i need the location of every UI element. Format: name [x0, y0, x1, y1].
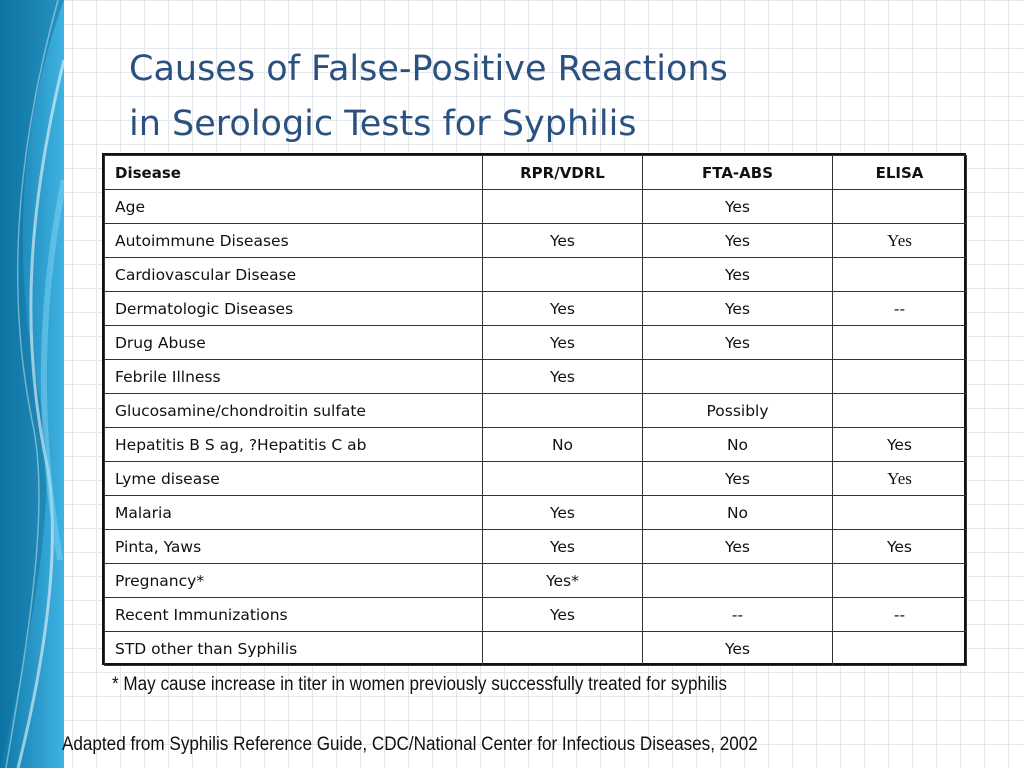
title-line-1: Causes of False-Positive Reactions — [129, 49, 728, 89]
results-table-container: Disease RPR/VDRL FTA-ABS ELISA Age Yes A… — [102, 153, 967, 666]
source-citation: Adapted from Syphilis Reference Guide, C… — [62, 734, 758, 755]
disease-cell: Malaria — [104, 495, 483, 530]
disease-cell: Glucosamine/chondroitin sulfate — [104, 393, 483, 428]
table-row: Pinta, Yaws Yes Yes Yes — [104, 529, 967, 564]
elisa-cell — [832, 563, 967, 598]
fta-abs-cell: Yes — [642, 189, 833, 224]
table-row: Drug Abuse Yes Yes — [104, 325, 967, 360]
rpr-vdrl-cell — [482, 631, 643, 666]
rpr-vdrl-cell — [482, 257, 643, 292]
elisa-cell: Yes — [832, 461, 967, 496]
false-positive-table: Disease RPR/VDRL FTA-ABS ELISA Age Yes A… — [104, 155, 967, 666]
header-elisa: ELISA — [832, 155, 967, 190]
table-row: STD other than Syphilis Yes — [104, 631, 967, 666]
table-row: Malaria Yes No — [104, 495, 967, 530]
table-row: Age Yes — [104, 189, 967, 224]
elisa-cell: -- — [832, 291, 967, 326]
disease-cell: Cardiovascular Disease — [104, 257, 483, 292]
disease-cell: Autoimmune Diseases — [104, 223, 483, 258]
disease-cell: Febrile Illness — [104, 359, 483, 394]
fta-abs-cell: Yes — [642, 461, 833, 496]
elisa-cell — [832, 257, 967, 292]
fta-abs-cell: Yes — [642, 257, 833, 292]
rpr-vdrl-cell: Yes — [482, 325, 643, 360]
table-row: Pregnancy* Yes* — [104, 563, 967, 598]
disease-cell: Age — [104, 189, 483, 224]
fta-abs-cell: Yes — [642, 291, 833, 326]
rpr-vdrl-cell — [482, 461, 643, 496]
table-row: Lyme disease Yes Yes — [104, 461, 967, 496]
fta-abs-cell: -- — [642, 597, 833, 632]
rpr-vdrl-cell — [482, 393, 643, 428]
elisa-cell — [832, 393, 967, 428]
slide-title: Causes of False-Positive Reactions in Se… — [129, 42, 929, 152]
header-rpr-vdrl: RPR/VDRL — [482, 155, 643, 190]
disease-cell: Pregnancy* — [104, 563, 483, 598]
elisa-cell: Yes — [832, 427, 967, 462]
elisa-cell — [832, 325, 967, 360]
disease-cell: Recent Immunizations — [104, 597, 483, 632]
rpr-vdrl-cell: Yes — [482, 291, 643, 326]
rpr-vdrl-cell: Yes — [482, 529, 643, 564]
side-swoosh-graphic — [0, 0, 64, 768]
disease-cell: Pinta, Yaws — [104, 529, 483, 564]
header-disease: Disease — [104, 155, 483, 190]
elisa-cell — [832, 189, 967, 224]
disease-cell: Lyme disease — [104, 461, 483, 496]
header-fta-abs: FTA-ABS — [642, 155, 833, 190]
rpr-vdrl-cell: Yes — [482, 597, 643, 632]
elisa-cell: -- — [832, 597, 967, 632]
rpr-vdrl-cell — [482, 189, 643, 224]
disease-cell: Drug Abuse — [104, 325, 483, 360]
disease-cell: STD other than Syphilis — [104, 631, 483, 666]
elisa-cell — [832, 359, 967, 394]
elisa-cell: Yes — [832, 529, 967, 564]
fta-abs-cell: Possibly — [642, 393, 833, 428]
fta-abs-cell: No — [642, 495, 833, 530]
table-row: Dermatologic Diseases Yes Yes -- — [104, 291, 967, 326]
fta-abs-cell: Yes — [642, 223, 833, 258]
disease-cell: Hepatitis B S ag, ?Hepatitis C ab — [104, 427, 483, 462]
rpr-vdrl-cell: Yes — [482, 359, 643, 394]
elisa-cell — [832, 631, 967, 666]
fta-abs-cell — [642, 563, 833, 598]
table-row: Autoimmune Diseases Yes Yes Yes — [104, 223, 967, 258]
table-row: Cardiovascular Disease Yes — [104, 257, 967, 292]
rpr-vdrl-cell: Yes — [482, 495, 643, 530]
rpr-vdrl-cell: Yes* — [482, 563, 643, 598]
table-header-row: Disease RPR/VDRL FTA-ABS ELISA — [104, 155, 967, 190]
table-row: Hepatitis B S ag, ?Hepatitis C ab No No … — [104, 427, 967, 462]
elisa-cell — [832, 495, 967, 530]
fta-abs-cell — [642, 359, 833, 394]
table-row: Recent Immunizations Yes -- -- — [104, 597, 967, 632]
disease-cell: Dermatologic Diseases — [104, 291, 483, 326]
fta-abs-cell: Yes — [642, 325, 833, 360]
title-line-2: in Serologic Tests for Syphilis — [129, 104, 637, 144]
table-row: Glucosamine/chondroitin sulfate Possibly — [104, 393, 967, 428]
table-row: Febrile Illness Yes — [104, 359, 967, 394]
rpr-vdrl-cell: No — [482, 427, 643, 462]
fta-abs-cell: No — [642, 427, 833, 462]
fta-abs-cell: Yes — [642, 529, 833, 564]
rpr-vdrl-cell: Yes — [482, 223, 643, 258]
table-footnote: * May cause increase in titer in women p… — [112, 674, 727, 695]
fta-abs-cell: Yes — [642, 631, 833, 666]
side-decoration — [0, 0, 64, 768]
elisa-cell: Yes — [832, 223, 967, 258]
